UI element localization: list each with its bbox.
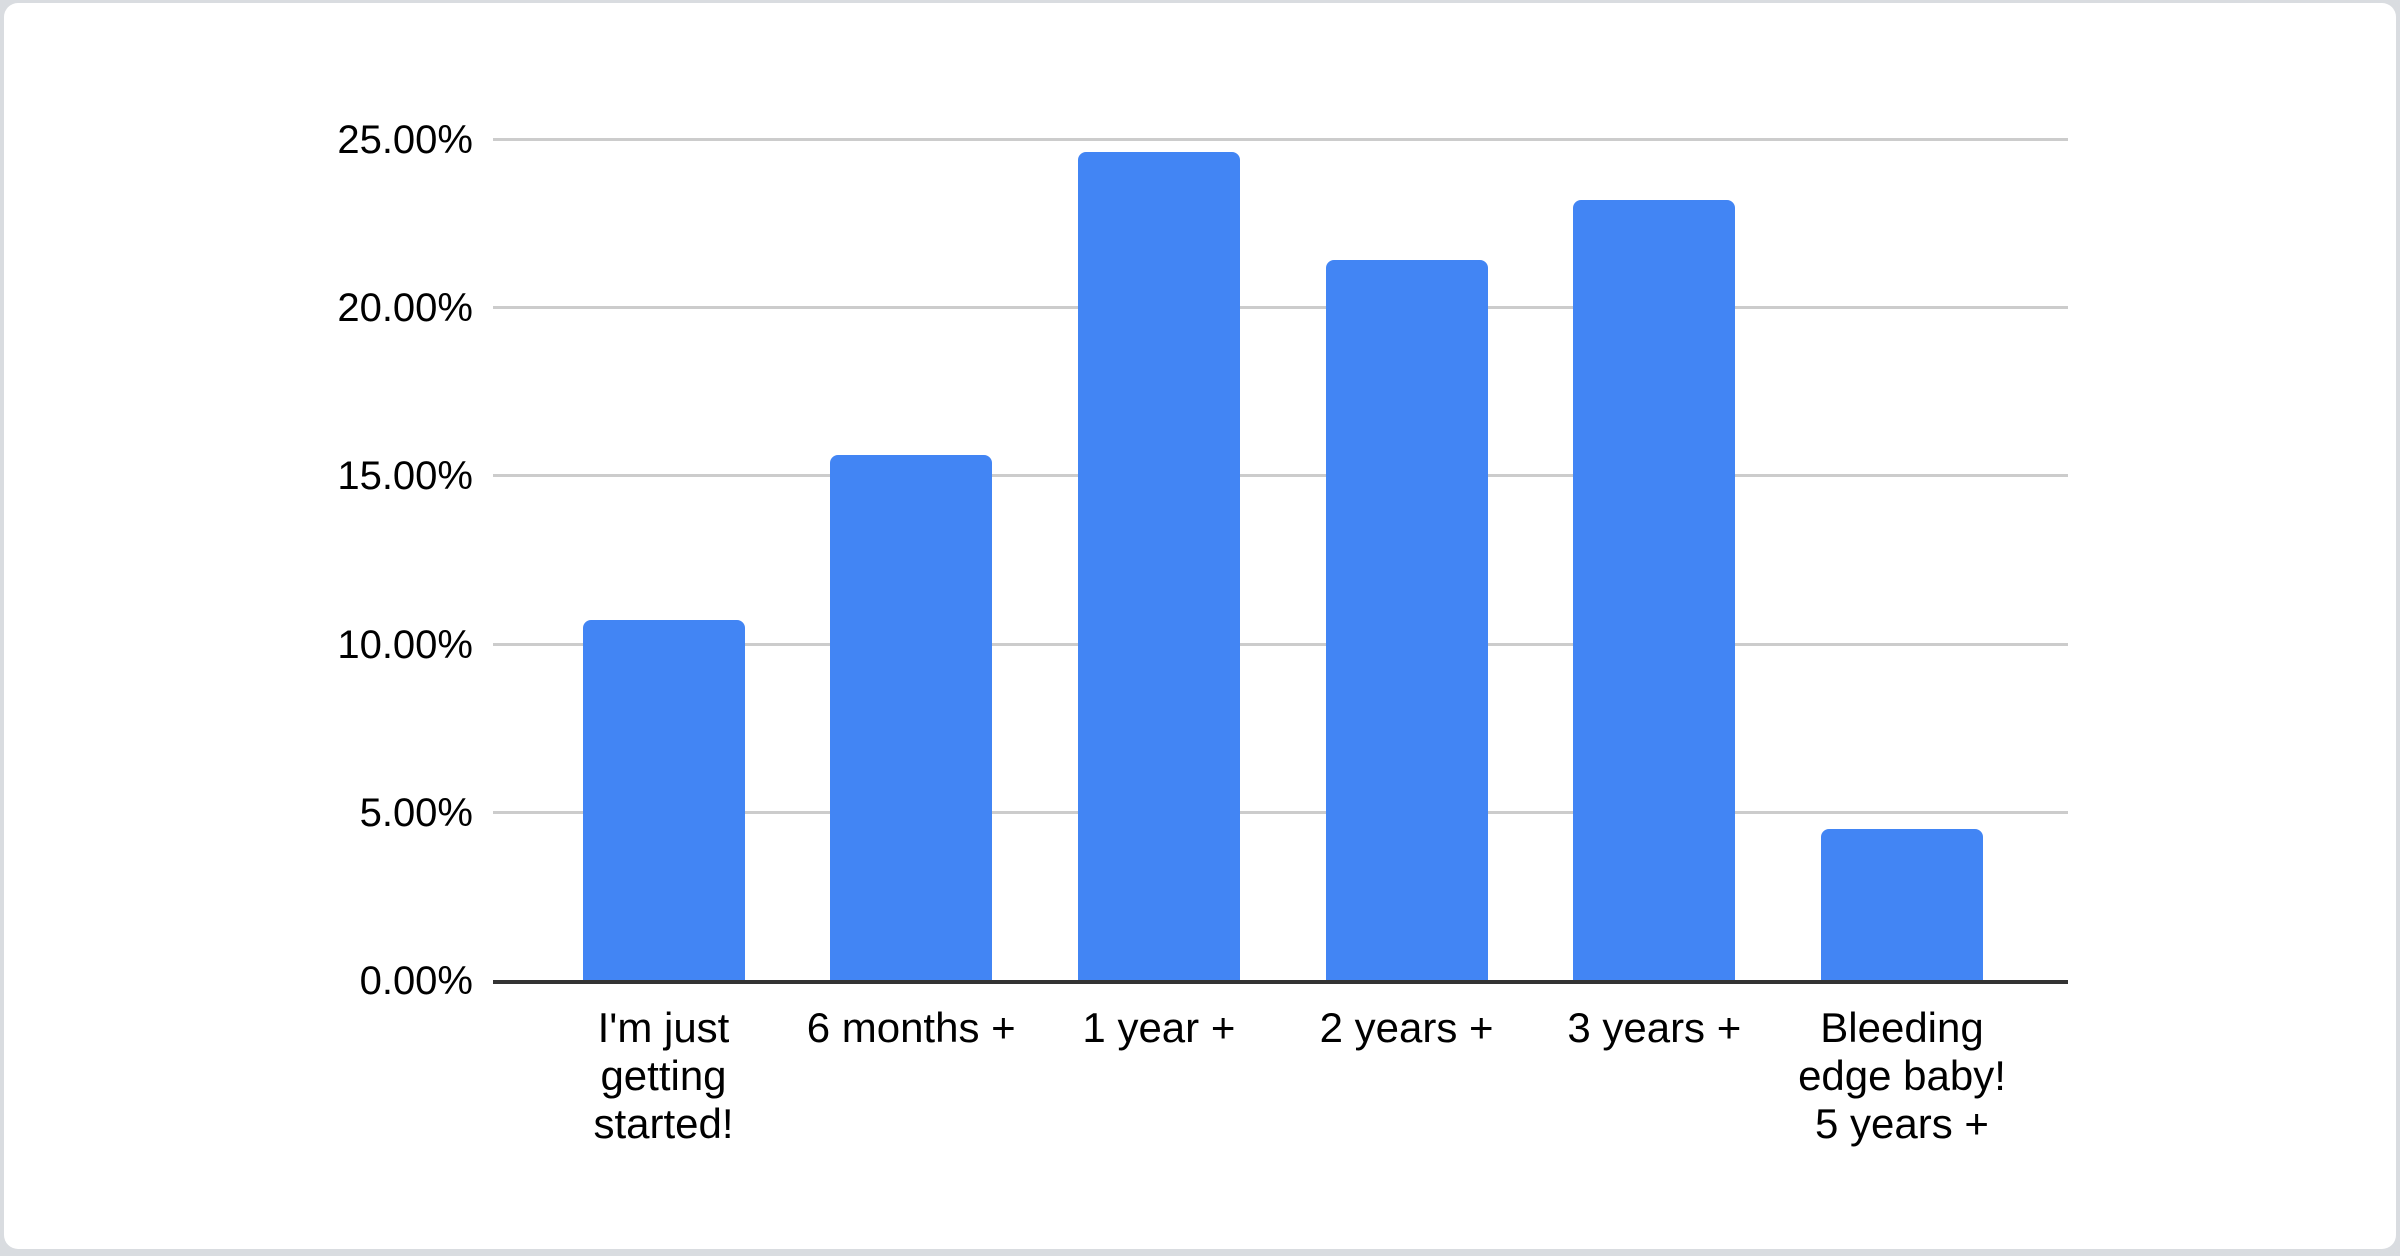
y-tick-label: 0.00% xyxy=(359,959,473,1003)
gridline xyxy=(493,306,2068,310)
gridline xyxy=(493,138,2068,141)
bar[interactable] xyxy=(1573,199,1736,980)
x-category-label: 3 years + xyxy=(1567,1004,1742,1051)
bar[interactable] xyxy=(1325,260,1488,980)
chart-card: 0.00% 5.00% 10.00% 15.00% 20.00% 25.00% I'm ju… xyxy=(4,3,2396,1249)
x-axis-line xyxy=(493,980,2068,984)
y-tick-label: 15.00% xyxy=(337,454,473,499)
bar[interactable] xyxy=(1821,828,1983,980)
gridline xyxy=(493,810,2068,814)
bar[interactable] xyxy=(830,455,993,980)
y-tick-label: 20.00% xyxy=(337,286,473,331)
x-category-label: 6 months + xyxy=(806,1004,1016,1051)
bar[interactable] xyxy=(1077,152,1240,980)
bar-chart: 0.00% 5.00% 10.00% 15.00% 20.00% 25.00% I'm ju… xyxy=(4,3,2396,1249)
y-tick-label: 25.00% xyxy=(337,118,473,162)
y-tick-label: 10.00% xyxy=(337,622,473,667)
x-category-label: 2 years + xyxy=(1319,1004,1494,1051)
x-category-label: I'm just getting started! xyxy=(593,1004,734,1147)
x-category-label: 1 year + xyxy=(1082,1004,1236,1051)
gridline xyxy=(493,474,2068,478)
y-tick-label: 5.00% xyxy=(359,790,473,835)
gridline xyxy=(493,642,2068,646)
x-category-label: Bleeding edge baby! 5 years + xyxy=(1798,1004,2006,1147)
bar[interactable] xyxy=(582,620,745,980)
